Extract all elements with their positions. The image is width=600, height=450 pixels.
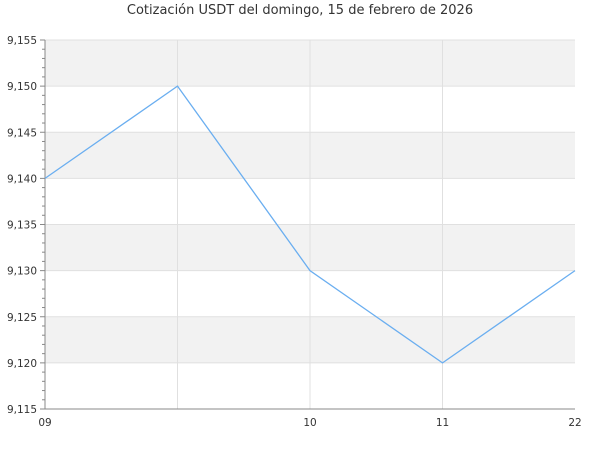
y-tick-label: 9,125 (7, 312, 37, 324)
x-tick-label: 10 (303, 417, 316, 429)
y-tick-label: 9,150 (7, 81, 37, 93)
x-tick-label: 09 (38, 417, 51, 429)
y-tick-label: 9,135 (7, 220, 37, 232)
y-tick-label: 9,140 (7, 173, 37, 185)
y-tick-label: 9,115 (7, 404, 37, 416)
y-tick-label: 9,130 (7, 266, 37, 278)
y-tick-label: 9,145 (7, 127, 37, 139)
y-tick-label: 9,120 (7, 358, 37, 370)
chart-title: Cotización USDT del domingo, 15 de febre… (126, 3, 474, 18)
x-tick-label: 11 (436, 417, 449, 429)
y-tick-label: 9,155 (7, 35, 37, 47)
x-tick-label: 22 (568, 417, 581, 429)
